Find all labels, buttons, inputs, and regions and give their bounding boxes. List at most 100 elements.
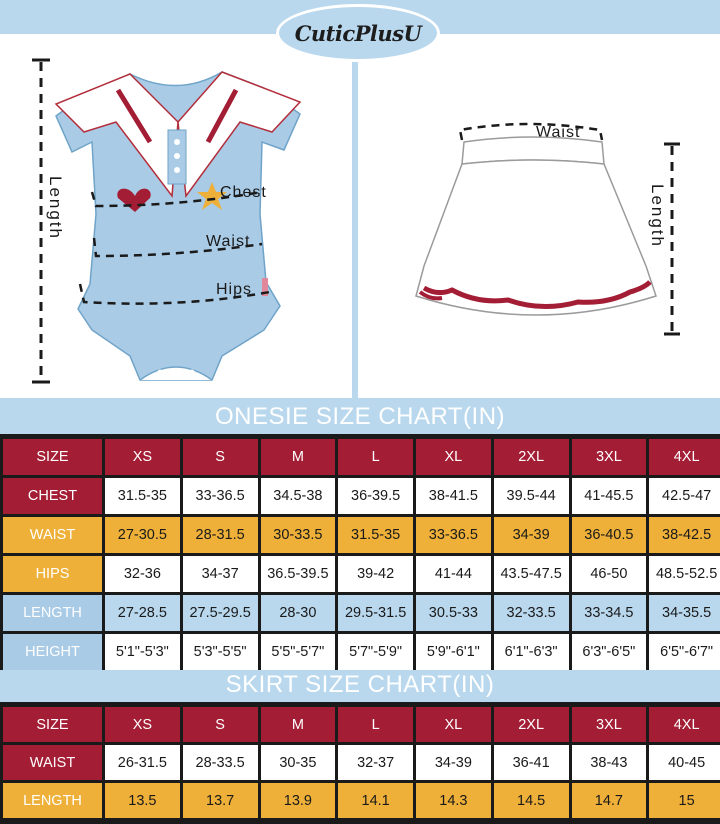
value-cell: 33-34.5 xyxy=(571,595,647,631)
value-cell: 36-41 xyxy=(493,745,569,780)
heart-icon xyxy=(117,188,151,212)
size-column-header: XS xyxy=(105,439,180,475)
chest-label: Chest xyxy=(220,184,267,201)
row-label-cell: HEIGHT xyxy=(3,634,102,670)
value-cell: 6'5"-6'7" xyxy=(649,634,720,670)
row-label-cell: HIPS xyxy=(3,556,102,592)
value-cell: 28-30 xyxy=(260,595,336,631)
value-cell: 15 xyxy=(649,783,720,818)
size-column-header: S xyxy=(182,439,258,475)
skirt-shape xyxy=(415,136,657,316)
size-column-header: 3XL xyxy=(571,707,647,742)
value-cell: 26-31.5 xyxy=(105,745,180,780)
brand-logo: CuticPlusU xyxy=(276,4,440,62)
size-column-header: L xyxy=(338,707,413,742)
size-column-header: M xyxy=(260,707,336,742)
skirt-chart-title: SKIRT SIZE CHART(IN) xyxy=(225,671,495,698)
value-cell: 48.5-52.5 xyxy=(649,556,720,592)
skirt-size-grid: SIZE XS S M L XL 2XL 3XL 4XL WAIST 26-31.5 28-33.5 3… xyxy=(3,707,720,818)
value-cell: 34-35.5 xyxy=(649,595,720,631)
chest-measure-line xyxy=(90,190,263,208)
value-cell: 14.3 xyxy=(416,783,491,818)
value-cell: 30-35 xyxy=(260,745,336,780)
value-cell: 39.5-44 xyxy=(493,478,569,514)
value-cell: 34-37 xyxy=(182,556,258,592)
value-cell: 27-30.5 xyxy=(105,517,180,553)
onesie-size-table: SIZE XS S M L XL 2XL 3XL 4XL CHEST 31.5-35 33-36.5 3… xyxy=(0,434,720,670)
hips-label: Hips xyxy=(216,281,252,298)
value-cell: 5'9"-6'1" xyxy=(416,634,491,670)
size-column-header: XL xyxy=(416,439,491,475)
row-label-cell: WAIST xyxy=(3,517,102,553)
size-column-header: M xyxy=(260,439,336,475)
value-cell: 32-36 xyxy=(105,556,180,592)
onesie-length-indicator xyxy=(32,58,50,384)
value-cell: 38-41.5 xyxy=(416,478,491,514)
hips-measure-line xyxy=(78,283,271,305)
size-column-header: 2XL xyxy=(493,439,569,475)
value-cell: 5'5"-5'7" xyxy=(260,634,336,670)
size-column-header: S xyxy=(182,707,258,742)
value-cell: 30.5-33 xyxy=(416,595,491,631)
value-cell: 46-50 xyxy=(571,556,647,592)
row-label-cell: WAIST xyxy=(3,745,102,780)
skirt-illustration-panel: Waist Length xyxy=(358,34,720,398)
size-column-header: 4XL xyxy=(649,439,720,475)
value-cell: 31.5-35 xyxy=(105,478,180,514)
value-cell: 33-36.5 xyxy=(416,517,491,553)
value-cell: 36.5-39.5 xyxy=(260,556,336,592)
value-cell: 14.7 xyxy=(571,783,647,818)
value-cell: 13.9 xyxy=(260,783,336,818)
star-icon xyxy=(197,182,227,210)
onesie-length-label: Length xyxy=(46,176,65,240)
value-cell: 30-33.5 xyxy=(260,517,336,553)
value-cell: 36-40.5 xyxy=(571,517,647,553)
row-label-cell: CHEST xyxy=(3,478,102,514)
value-cell: 41-45.5 xyxy=(571,478,647,514)
value-cell: 27.5-29.5 xyxy=(182,595,258,631)
value-cell: 34-39 xyxy=(416,745,491,780)
size-column-header: XL xyxy=(416,707,491,742)
size-column-header: 3XL xyxy=(571,439,647,475)
size-column-header: 4XL xyxy=(649,707,720,742)
skirt-length-indicator xyxy=(664,142,680,336)
value-cell: 41-44 xyxy=(416,556,491,592)
row-label-cell: LENGTH xyxy=(3,595,102,631)
onesie-size-grid: SIZE XS S M L XL 2XL 3XL 4XL CHEST 31.5-35 33-36.5 3… xyxy=(3,439,720,670)
size-column-header: L xyxy=(338,439,413,475)
skirt-length-label: Length xyxy=(648,184,667,248)
value-cell: 5'7"-5'9" xyxy=(338,634,413,670)
value-cell: 13.7 xyxy=(182,783,258,818)
value-cell: 14.5 xyxy=(493,783,569,818)
value-cell: 5'3"-5'5" xyxy=(182,634,258,670)
value-cell: 31.5-35 xyxy=(338,517,413,553)
value-cell: 32-33.5 xyxy=(493,595,569,631)
value-cell: 28-33.5 xyxy=(182,745,258,780)
value-cell: 28-31.5 xyxy=(182,517,258,553)
skirt-waist-measure-line xyxy=(458,122,604,141)
value-cell: 6'3"-6'5" xyxy=(571,634,647,670)
value-cell: 36-39.5 xyxy=(338,478,413,514)
value-cell: 5'1"-5'3" xyxy=(105,634,180,670)
value-cell: 38-43 xyxy=(571,745,647,780)
onesie-chart-title: ONESIE SIZE CHART(IN) xyxy=(214,403,506,430)
value-cell: 29.5-31.5 xyxy=(338,595,413,631)
value-cell: 38-42.5 xyxy=(649,517,720,553)
row-label-cell: LENGTH xyxy=(3,783,102,818)
skirt-illustration: Waist Length xyxy=(415,122,680,336)
value-cell: 14.1 xyxy=(338,783,413,818)
value-cell: 39-42 xyxy=(338,556,413,592)
value-cell: 34.5-38 xyxy=(260,478,336,514)
value-cell: 42.5-47 xyxy=(649,478,720,514)
value-cell: 33-36.5 xyxy=(182,478,258,514)
value-cell: 27-28.5 xyxy=(105,595,180,631)
brand-logo-text: CuticPlusU xyxy=(294,20,422,46)
skirt-size-table: SIZE XS S M L XL 2XL 3XL 4XL WAIST 26-31.5 28-33.5 3… xyxy=(0,702,720,824)
value-cell: 13.5 xyxy=(105,783,180,818)
size-column-header: 2XL xyxy=(493,707,569,742)
value-cell: 34-39 xyxy=(493,517,569,553)
size-header-cell: SIZE xyxy=(3,707,102,742)
onesie-illustration: Length xyxy=(32,58,302,384)
onesie-shape xyxy=(54,71,302,381)
